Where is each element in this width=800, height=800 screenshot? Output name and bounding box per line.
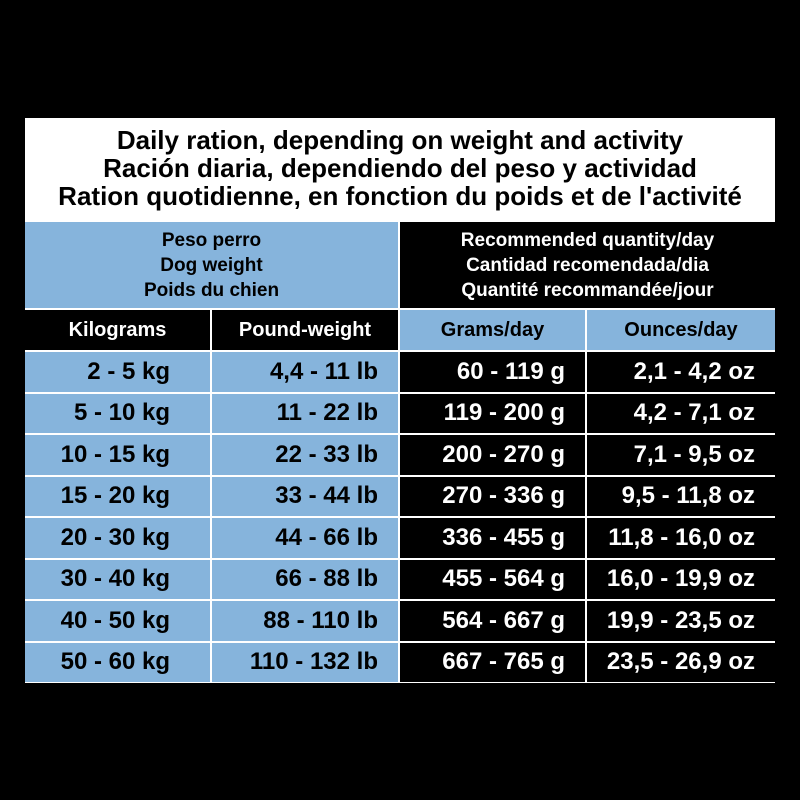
header-line: Dog weight [160,254,263,276]
data-cell: 40 - 50 kg [25,601,210,641]
data-cell: 455 - 564 g [400,559,585,599]
ration-table: Daily ration, depending on weight and ac… [25,118,775,683]
data-cell: 22 - 33 lb [212,435,398,475]
data-cell: 16,0 - 19,9 oz [587,559,775,599]
data-cell: 7,1 - 9,5 oz [587,435,775,475]
header-line: Recommended quantity/day [460,229,715,251]
data-cell: 270 - 336 g [400,476,585,516]
data-cell: 60 - 119 g [400,352,585,392]
data-cell: 50 - 60 kg [25,642,210,682]
data-cell: 15 - 20 kg [25,476,210,516]
data-cell: 11 - 22 lb [212,393,398,433]
data-cell: 2,1 - 4,2 oz [587,352,775,392]
title-line: Ration quotidienne, en fonction du poids… [58,181,742,211]
data-cell: 33 - 44 lb [212,476,398,516]
data-cell: 667 - 765 g [400,642,585,682]
data-cell: 200 - 270 g [400,435,585,475]
data-cell: 5 - 10 kg [25,393,210,433]
title-line: Daily ration, depending on weight and ac… [116,125,684,155]
data-cell: 336 - 455 g [400,518,585,558]
data-cell: 44 - 66 lb [212,518,398,558]
column-header: Grams/day [400,310,585,350]
header-line: Peso perro [161,229,262,251]
data-cell: 119 - 200 g [400,393,585,433]
data-cell: 10 - 15 kg [25,435,210,475]
header-line: Poids du chien [143,279,280,301]
data-cell: 20 - 30 kg [25,518,210,558]
column-header: Kilograms [25,310,210,350]
data-cell: 19,9 - 23,5 oz [587,601,775,641]
data-cell: 9,5 - 11,8 oz [587,476,775,516]
data-cell: 4,2 - 7,1 oz [587,393,775,433]
data-cell: 30 - 40 kg [25,559,210,599]
title-line: Ración diaria, dependiendo del peso y ac… [103,153,697,183]
header-line: Cantidad recomendada/dia [466,254,709,276]
header-recommended: Recommended quantity/day Cantidad recomen… [400,222,775,308]
data-cell: 88 - 110 lb [212,601,398,641]
column-header: Ounces/day [587,310,775,350]
column-header: Pound-weight [212,310,398,350]
data-cell: 11,8 - 16,0 oz [587,518,775,558]
data-cell: 23,5 - 26,9 oz [587,642,775,682]
data-cell: 2 - 5 kg [25,352,210,392]
data-cell: 66 - 88 lb [212,559,398,599]
header-line: Quantité recommandée/jour [461,279,714,301]
data-cell: 110 - 132 lb [212,642,398,682]
data-cell: 564 - 667 g [400,601,585,641]
data-cell: 4,4 - 11 lb [212,352,398,392]
header-dog-weight: Peso perro Dog weight Poids du chien [25,222,398,308]
